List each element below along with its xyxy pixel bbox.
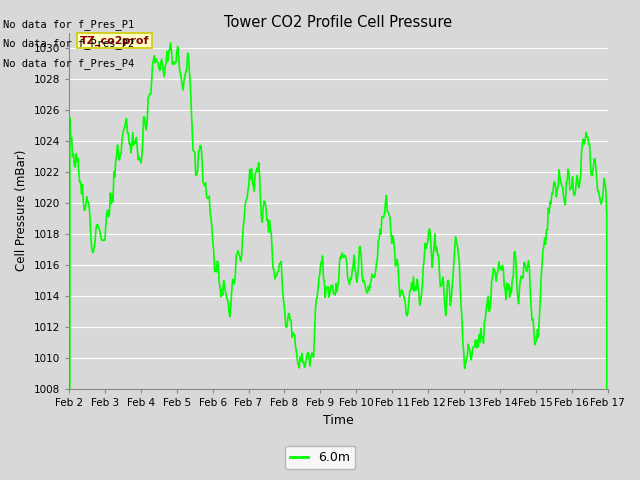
Text: No data for f_Pres_P2: No data for f_Pres_P2 (3, 38, 134, 49)
Text: TZ_co2prof: TZ_co2prof (80, 36, 149, 46)
X-axis label: Time: Time (323, 414, 354, 427)
Text: No data for f_Pres_P4: No data for f_Pres_P4 (3, 58, 134, 69)
Title: Tower CO2 Profile Cell Pressure: Tower CO2 Profile Cell Pressure (224, 15, 452, 30)
Legend: 6.0m: 6.0m (285, 446, 355, 469)
Text: No data for f_Pres_P1: No data for f_Pres_P1 (3, 19, 134, 30)
Y-axis label: Cell Pressure (mBar): Cell Pressure (mBar) (15, 150, 28, 272)
